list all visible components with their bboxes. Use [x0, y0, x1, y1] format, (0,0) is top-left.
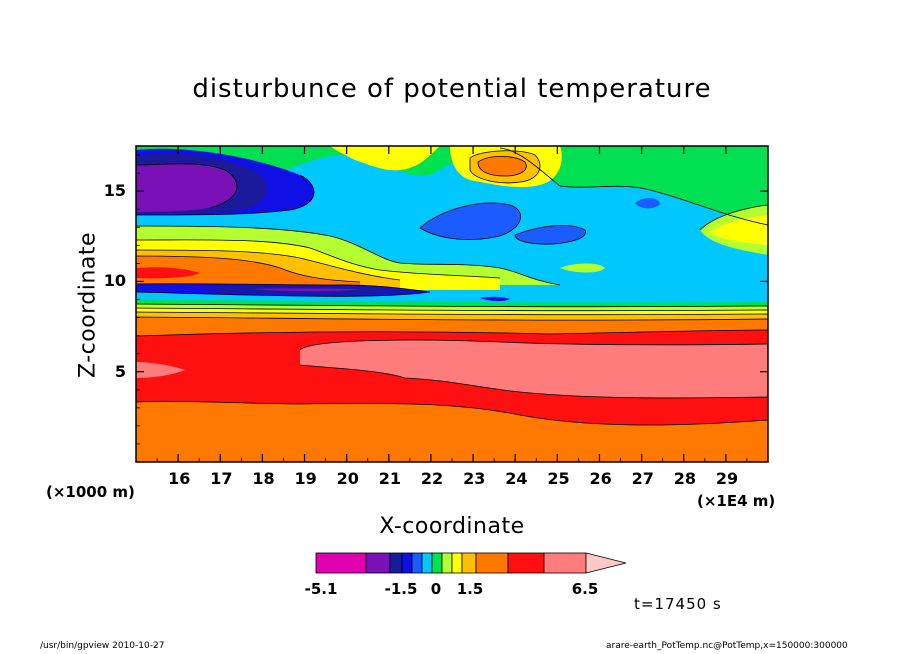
x-tick-label: 22 [420, 469, 444, 488]
x-tick-label: 27 [631, 469, 654, 488]
x-tick-label: 28 [673, 469, 696, 488]
region-purple-band [250, 288, 360, 292]
x-tick-label: 23 [463, 469, 486, 488]
x-tick-label: 26 [589, 469, 612, 488]
chart-title: disturbunce of potential temperature [192, 74, 712, 104]
colorbar-swatch [461, 552, 477, 574]
region-yellow-right [710, 215, 768, 245]
y-axis-label: Z-coordinate [75, 232, 101, 378]
colorbar-swatch [315, 552, 367, 574]
colorbar-tick-label: 6.5 [571, 580, 599, 598]
contour-lines [136, 147, 768, 426]
colorbar-swatch [451, 552, 463, 574]
region-blue-small [635, 198, 660, 209]
colorbar-tick-label: -1.5 [384, 580, 418, 598]
region-lime-small [560, 263, 605, 273]
x-axis-ticks [156, 146, 748, 462]
x-tick-label: 20 [336, 469, 359, 488]
region-blue-mid [420, 202, 521, 240]
x-unit-right: (×1E4 m) [697, 492, 776, 510]
contour-plot-area [136, 146, 768, 462]
colorbar-swatch [441, 552, 453, 574]
region-pink-left [136, 362, 185, 378]
footer-left: /usr/bin/gpview 2010-10-27 [40, 641, 165, 651]
y-axis-ticks [136, 154, 768, 445]
region-orange-upper [478, 156, 527, 176]
colorbar-swatch [365, 552, 391, 574]
colorbar-tick-label: 1.5 [456, 580, 484, 598]
y-tick-label: 10 [103, 271, 126, 291]
colorbar-swatch [411, 552, 423, 574]
x-unit-left: (×1000 m) [46, 483, 135, 501]
x-tick-label: 21 [378, 469, 402, 488]
x-tick-label: 16 [168, 469, 191, 488]
colorbar-tick-label: -5.1 [304, 580, 338, 598]
colorbar-swatch [431, 552, 443, 574]
colorbar-swatch [507, 552, 545, 574]
region-purple-topleft [136, 163, 237, 212]
region-yellow-upper [330, 146, 440, 171]
y-tick-label: 15 [103, 181, 126, 201]
colorbar-swatch [389, 552, 403, 574]
y-tick-label: 5 [114, 361, 126, 381]
x-tick-label: 17 [210, 469, 233, 488]
region-blue-small-2 [480, 296, 510, 302]
time-annotation: t=17450 s [634, 595, 722, 613]
x-tick-label: 25 [547, 469, 570, 488]
colorbar-swatch [421, 552, 433, 574]
x-tick-label: 29 [715, 469, 739, 488]
region-blue-right [515, 225, 586, 245]
x-tick-label: 18 [252, 469, 275, 488]
region-green-upper [136, 146, 768, 225]
colorbar-tick-label: 0 [430, 580, 442, 598]
region-pink-lower [300, 340, 768, 398]
colorbar-extend-arrow [585, 552, 627, 574]
region-orange-mid [136, 256, 360, 290]
x-tick-label: 19 [294, 469, 317, 488]
x-tick-label: 24 [505, 469, 528, 488]
colorbar-swatch [475, 552, 509, 574]
colorbar-swatch [543, 552, 587, 574]
x-axis-label: X-coordinate [379, 514, 525, 539]
footer-right: arare-earth_PotTemp.nc@PotTemp,x=150000:… [606, 641, 848, 651]
colorbar [315, 552, 627, 574]
colorbar-swatch [401, 552, 413, 574]
region-red-mid [136, 267, 200, 279]
